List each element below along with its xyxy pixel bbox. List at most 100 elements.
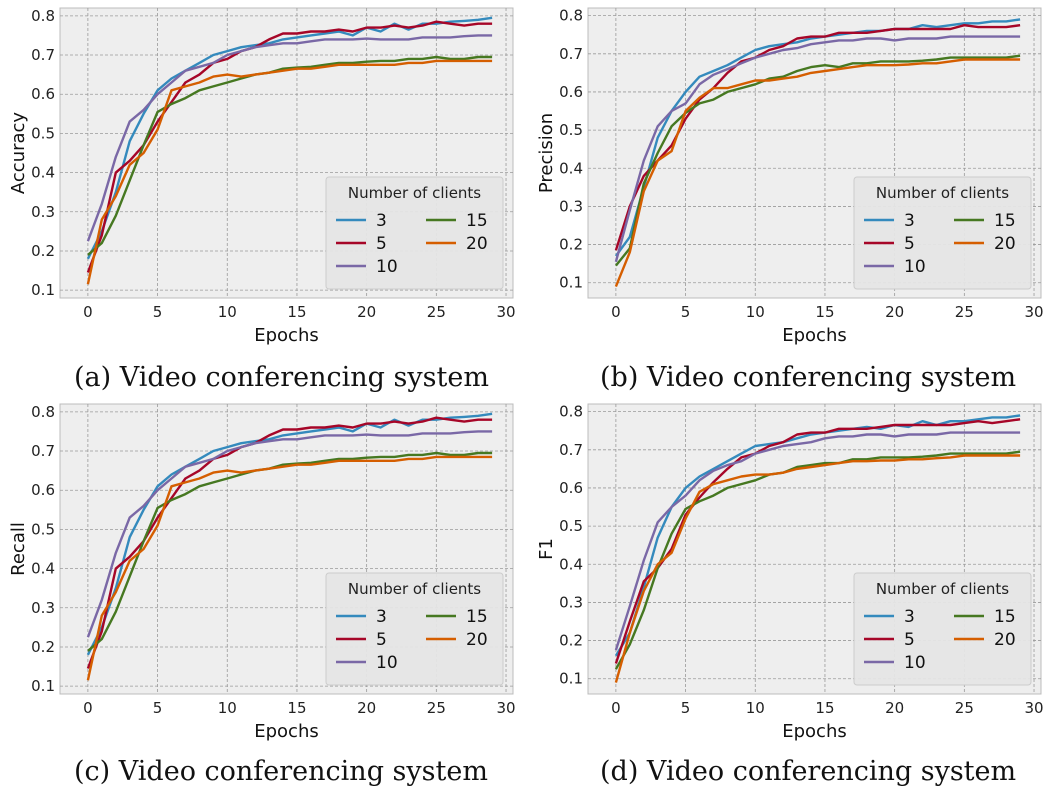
- y-axis-label: Precision: [536, 113, 557, 193]
- y-tick-label: 0.1: [31, 677, 55, 695]
- y-axis-label: Recall: [8, 522, 29, 576]
- y-tick-label: 0.8: [559, 7, 583, 25]
- y-tick-label: 0.3: [559, 593, 583, 611]
- series-line-15: [614, 450, 1021, 670]
- y-tick-label: 0.4: [31, 164, 55, 182]
- x-tick-label: 20: [357, 303, 376, 321]
- y-tick-label: 0.1: [559, 274, 583, 292]
- legend-entry-20: 20: [466, 630, 488, 650]
- legend-entry-10: 10: [904, 653, 926, 673]
- y-tick-label: 0.5: [31, 520, 55, 538]
- y-tick-label: 0.7: [559, 45, 583, 63]
- x-axis-label: Epochs: [782, 325, 847, 346]
- y-tick-label: 0.6: [31, 85, 55, 103]
- y-tick-label: 0.5: [559, 517, 583, 535]
- legend-title: Number of clients: [348, 580, 481, 598]
- legend-entry-5: 5: [376, 630, 387, 650]
- y-tick-label: 0.7: [31, 46, 55, 64]
- x-tick-label: 30: [1024, 699, 1043, 717]
- caption-a: (a) Video conferencing system: [74, 362, 489, 393]
- y-tick-label: 0.6: [31, 481, 55, 499]
- y-axis-label: Accuracy: [8, 112, 29, 195]
- series-line-10: [614, 35, 1021, 263]
- y-tick-label: 0.2: [559, 236, 583, 254]
- series-line-5: [86, 416, 493, 669]
- x-tick-label: 5: [681, 699, 691, 717]
- legend-entry-5: 5: [904, 630, 915, 650]
- series-line-10: [86, 34, 493, 242]
- y-tick-label: 0.4: [559, 159, 583, 177]
- legend-title: Number of clients: [876, 184, 1009, 202]
- legend: Number of clients 3 5 10 15 20: [325, 176, 504, 290]
- x-tick-label: 0: [611, 699, 621, 717]
- x-tick-label: 15: [287, 699, 306, 717]
- y-tick-label: 0.6: [559, 83, 583, 101]
- legend-entry-5: 5: [904, 234, 915, 254]
- caption-c: (c) Video conferencing system: [74, 756, 488, 787]
- x-axis-label: Epochs: [254, 325, 319, 346]
- x-tick-label: 0: [611, 303, 621, 321]
- series-line-10: [86, 430, 493, 638]
- x-tick-label: 5: [153, 699, 163, 717]
- legend-box: [325, 176, 504, 290]
- x-tick-label: 20: [885, 303, 904, 321]
- x-tick-label: 30: [496, 303, 515, 321]
- x-tick-label: 25: [427, 303, 446, 321]
- y-tick-label: 0.1: [559, 670, 583, 688]
- series-line-20: [86, 455, 493, 681]
- y-tick-label: 0.7: [559, 441, 583, 459]
- legend-entry-3: 3: [904, 607, 915, 627]
- y-tick-label: 0.6: [559, 479, 583, 497]
- legend-entry-15: 15: [466, 607, 488, 627]
- y-tick-label: 0.2: [31, 638, 55, 656]
- legend-entry-20: 20: [466, 234, 488, 254]
- caption-d: (d) Video conferencing system: [600, 756, 1017, 787]
- legend-box: [853, 176, 1032, 290]
- series-line-15: [87, 451, 493, 652]
- legend-title: Number of clients: [876, 580, 1009, 598]
- y-tick-label: 0.3: [559, 197, 583, 215]
- series-line-10: [614, 431, 1021, 651]
- x-tick-label: 5: [153, 303, 163, 321]
- x-tick-label: 15: [815, 303, 834, 321]
- legend-entry-15: 15: [994, 607, 1016, 627]
- series-line-3: [86, 16, 493, 260]
- x-tick-label: 20: [885, 699, 904, 717]
- chart-panel-precision: 0 5 10 15 20 25 30 0.1 0.2 0.3 0.4 0.5 0.6 0.7 0.8 Epoc…: [528, 0, 1050, 362]
- x-tick-label: 25: [955, 699, 974, 717]
- chart-panel-f1: 0 5 10 15 20 25 30 0.1 0.2 0.3 0.4 0.5 0.6 0.7 0.8 Epoc…: [528, 396, 1050, 758]
- legend-entry-5: 5: [376, 234, 387, 254]
- chart-accuracy-svg: 0 5 10 15 20 25 30 0.1 0.2 0.3 0.4 0.5 0.6 0.7 0.8 Epoc…: [8, 7, 516, 346]
- x-tick-label: 25: [427, 699, 446, 717]
- y-tick-label: 0.4: [559, 555, 583, 573]
- series-line-20: [614, 58, 1021, 288]
- x-tick-label: 0: [83, 699, 93, 717]
- chart-precision-svg: 0 5 10 15 20 25 30 0.1 0.2 0.3 0.4 0.5 0.6 0.7 0.8 Epoc…: [536, 7, 1044, 346]
- legend-box: [325, 572, 504, 686]
- x-tick-label: 30: [496, 699, 515, 717]
- chart-panel-recall: 0 5 10 15 20 25 30 0.1 0.2 0.3 0.4 0.5 0.6 0.7 0.8 Epoc…: [0, 396, 522, 758]
- series-line-5: [86, 20, 493, 273]
- series-line-5: [614, 418, 1021, 664]
- legend-entry-10: 10: [376, 653, 398, 673]
- y-tick-label: 0.3: [31, 599, 55, 617]
- legend-entry-15: 15: [994, 211, 1016, 231]
- legend-entry-3: 3: [376, 607, 387, 627]
- series-line-15: [87, 55, 493, 256]
- x-axis-label: Epochs: [254, 721, 319, 742]
- legend-entry-3: 3: [376, 211, 387, 231]
- chart-f1-svg: 0 5 10 15 20 25 30 0.1 0.2 0.3 0.4 0.5 0.6 0.7 0.8 Epoc…: [536, 403, 1044, 742]
- series-line-20: [86, 59, 493, 285]
- legend-title: Number of clients: [348, 184, 481, 202]
- x-tick-label: 10: [746, 699, 765, 717]
- y-tick-label: 0.8: [31, 7, 55, 25]
- series-line-20: [614, 454, 1021, 683]
- y-tick-label: 0.2: [31, 242, 55, 260]
- x-axis-label: Epochs: [782, 721, 847, 742]
- legend-entry-15: 15: [466, 211, 488, 231]
- legend-box: [853, 572, 1032, 686]
- y-tick-label: 0.8: [559, 403, 583, 421]
- x-tick-label: 10: [746, 303, 765, 321]
- legend-entry-3: 3: [904, 211, 915, 231]
- caption-b: (b) Video conferencing system: [600, 362, 1017, 393]
